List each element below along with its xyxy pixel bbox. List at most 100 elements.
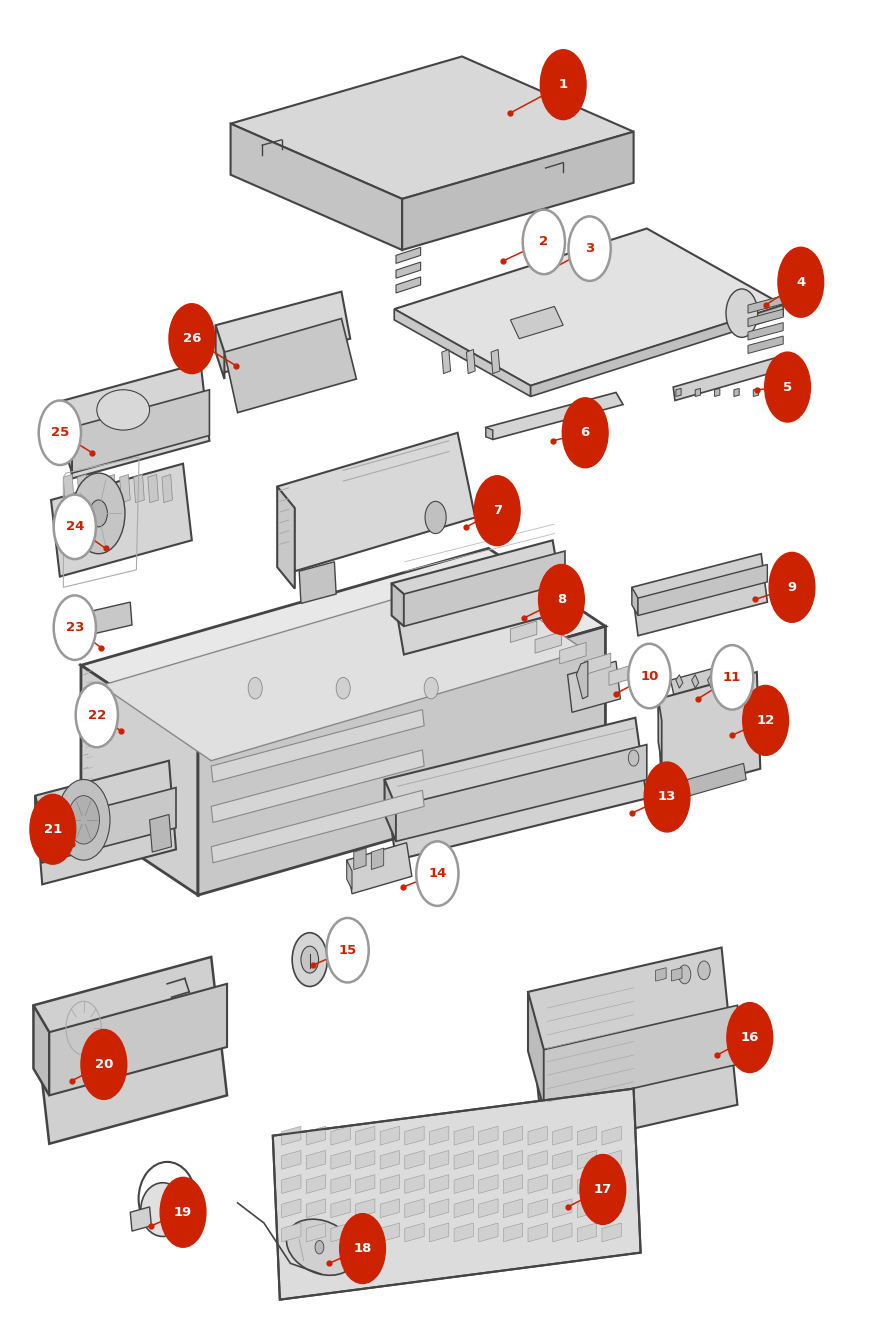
Text: 23: 23 [66,621,84,634]
Polygon shape [356,1223,375,1242]
Text: 5: 5 [783,380,792,394]
Polygon shape [609,664,635,685]
Polygon shape [371,848,384,870]
Circle shape [628,750,639,766]
Polygon shape [503,1126,523,1145]
Polygon shape [42,788,176,863]
Polygon shape [277,487,295,589]
Polygon shape [72,390,209,473]
Text: 22: 22 [88,708,106,722]
Polygon shape [748,323,783,340]
Circle shape [644,762,690,832]
Polygon shape [584,653,611,675]
Circle shape [726,289,758,337]
Polygon shape [429,1126,449,1145]
Polygon shape [673,355,788,401]
Polygon shape [224,319,356,413]
Polygon shape [63,474,74,503]
Text: 12: 12 [757,714,774,727]
Polygon shape [602,1150,621,1169]
Polygon shape [150,814,172,852]
Polygon shape [63,363,209,478]
Polygon shape [331,1175,350,1193]
Polygon shape [669,763,746,801]
Polygon shape [231,56,634,199]
Circle shape [562,398,608,468]
Text: 20: 20 [95,1058,113,1071]
Polygon shape [429,1223,449,1242]
Circle shape [90,500,107,527]
Polygon shape [306,1199,326,1218]
Circle shape [698,961,710,980]
Polygon shape [695,388,700,396]
Text: 7: 7 [493,504,502,517]
Polygon shape [49,984,227,1095]
Polygon shape [479,1150,498,1169]
Polygon shape [396,262,421,278]
Polygon shape [356,1199,375,1218]
Polygon shape [392,583,404,626]
Circle shape [340,1214,385,1284]
Ellipse shape [97,390,150,430]
Polygon shape [396,277,421,293]
Polygon shape [396,247,421,263]
Polygon shape [748,309,783,327]
Polygon shape [380,1223,400,1242]
Polygon shape [282,1150,301,1169]
Polygon shape [277,433,475,571]
Polygon shape [380,1199,400,1218]
Polygon shape [331,1150,350,1169]
Polygon shape [405,1150,424,1169]
Circle shape [169,304,215,374]
Polygon shape [211,790,424,863]
Polygon shape [658,672,760,796]
Circle shape [743,685,788,755]
Polygon shape [671,968,682,981]
Polygon shape [81,665,198,895]
Circle shape [72,473,125,554]
Polygon shape [510,621,537,642]
Text: 4: 4 [796,276,805,289]
Polygon shape [356,1150,375,1169]
Polygon shape [454,1199,473,1218]
Polygon shape [162,474,172,503]
Circle shape [539,564,584,634]
Polygon shape [331,1199,350,1218]
Text: 17: 17 [594,1183,612,1196]
Polygon shape [510,306,563,339]
Circle shape [523,210,565,274]
Polygon shape [72,602,132,638]
Polygon shape [306,1223,326,1242]
Circle shape [248,677,262,699]
Polygon shape [577,1175,597,1193]
Polygon shape [299,562,336,603]
Text: 8: 8 [557,593,566,606]
Text: 2: 2 [539,235,548,249]
Polygon shape [658,699,662,763]
Polygon shape [405,1223,424,1242]
Polygon shape [306,1126,326,1145]
Polygon shape [676,388,681,396]
Polygon shape [503,1223,523,1242]
Circle shape [424,677,438,699]
Polygon shape [394,228,783,386]
Text: 11: 11 [723,671,741,684]
Circle shape [68,796,99,844]
Polygon shape [211,750,424,823]
Polygon shape [148,474,158,503]
Circle shape [76,683,118,747]
Circle shape [292,933,327,986]
Polygon shape [429,1150,449,1169]
Circle shape [778,247,824,317]
Text: 3: 3 [585,242,594,255]
Polygon shape [442,349,451,374]
Polygon shape [528,1199,547,1218]
Polygon shape [130,1207,151,1231]
Polygon shape [528,1223,547,1242]
Polygon shape [282,1175,301,1193]
Polygon shape [528,992,544,1109]
Polygon shape [33,957,227,1144]
Polygon shape [632,587,638,616]
Circle shape [160,1177,206,1247]
Polygon shape [715,388,720,396]
